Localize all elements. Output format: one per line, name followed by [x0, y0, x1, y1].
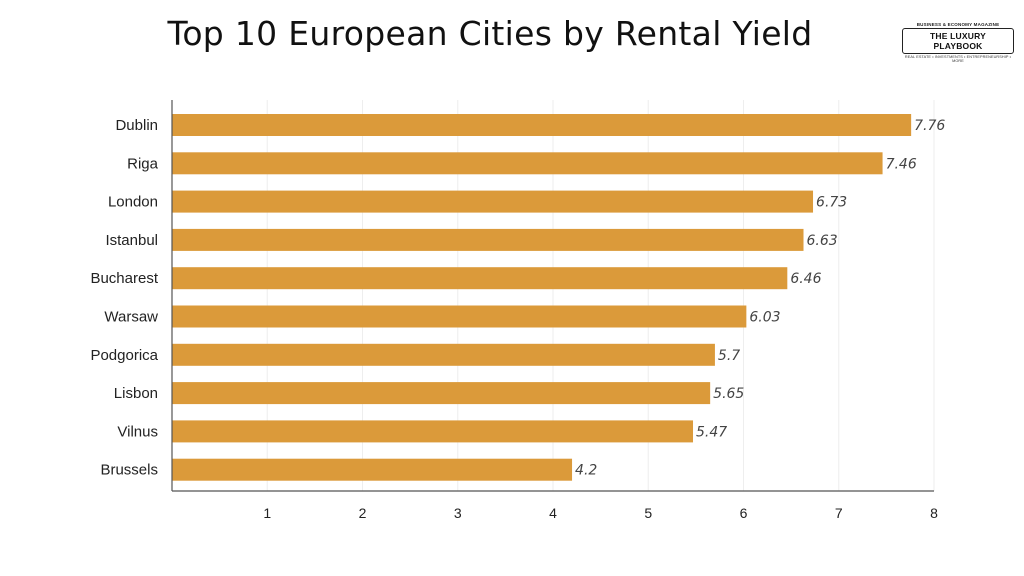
x-tick-label: 8 — [930, 505, 938, 521]
bar-london — [172, 190, 814, 213]
value-label: 6.63 — [807, 233, 838, 249]
bars — [172, 114, 912, 481]
bar-dublin — [172, 114, 912, 136]
x-tick-label: 2 — [359, 505, 367, 521]
category-label: Riga — [127, 155, 159, 172]
value-label: 6.46 — [790, 271, 821, 287]
logo-subline: REAL ESTATE • INVESTMENTS • ENTREPRENEUR… — [904, 55, 1012, 63]
value-label: 5.7 — [718, 348, 740, 364]
logo-wordmark: THE LUXURY PLAYBOOK — [902, 28, 1014, 54]
x-tick-label: 3 — [454, 505, 462, 521]
bar-warsaw — [172, 305, 747, 328]
x-tick-label: 4 — [549, 505, 557, 521]
category-label: Brussels — [100, 462, 158, 479]
bar-bucharest — [172, 267, 788, 290]
bar-vilnus — [172, 420, 694, 443]
x-tick-label: 1 — [263, 505, 271, 521]
value-label: 6.73 — [816, 195, 847, 211]
chart-title: Top 10 European Cities by Rental Yield — [167, 14, 813, 53]
bar-riga — [172, 152, 883, 175]
brand-logo: BUSINESS & ECONOMY MAGAZINE THE LUXURY P… — [902, 22, 1014, 63]
x-tick-label: 5 — [644, 505, 652, 521]
category-label: Vilnus — [117, 423, 158, 440]
logo-tagline: BUSINESS & ECONOMY MAGAZINE — [916, 22, 1000, 27]
category-label: Podgorica — [90, 347, 158, 364]
value-label: 5.47 — [696, 424, 727, 440]
category-label: Dublin — [115, 117, 158, 134]
bar-lisbon — [172, 382, 711, 405]
category-label: Istanbul — [105, 232, 158, 249]
value-label: 7.46 — [886, 156, 917, 172]
x-tick-label: 7 — [835, 505, 843, 521]
category-label: London — [108, 194, 158, 211]
bar-brussels — [172, 458, 573, 481]
category-label: Lisbon — [114, 385, 158, 402]
value-label: 4.2 — [575, 463, 597, 479]
category-label: Bucharest — [90, 270, 158, 287]
value-label: 7.76 — [914, 118, 945, 134]
axes — [171, 100, 934, 492]
bar-istanbul — [172, 228, 804, 251]
value-label: 6.03 — [749, 310, 780, 326]
bar-podgorica — [172, 343, 715, 366]
x-tick-label: 6 — [740, 505, 748, 521]
category-label: Warsaw — [104, 309, 158, 326]
value-label: 5.65 — [713, 386, 744, 402]
labels: 1 2 3 4 5 6 7 8 Dublin 7.76 Riga 7.46 London 6.73 Ista… — [90, 117, 945, 521]
